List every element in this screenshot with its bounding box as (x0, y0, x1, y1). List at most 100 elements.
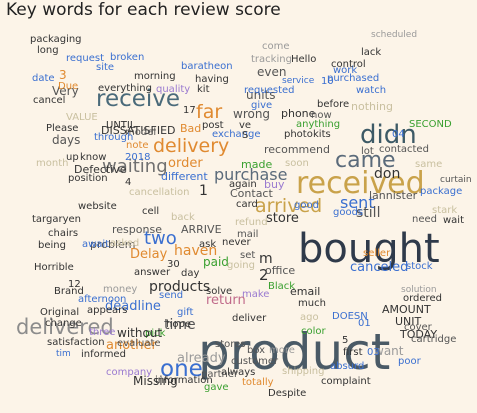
word-contact: Contact (230, 187, 273, 200)
word-lannister: lannister (369, 189, 418, 202)
word-again: again (229, 179, 257, 190)
word-units: units (246, 88, 276, 102)
word-delivered: delivered (16, 315, 114, 339)
word-another: another (106, 338, 157, 353)
word-03: 03 (367, 347, 380, 358)
word-kits: kits (313, 129, 331, 140)
word-make: make (242, 289, 269, 300)
word-deadline: deadline (105, 299, 161, 314)
word-2: 2 (259, 266, 269, 284)
word-send: send (159, 290, 183, 301)
word-brand: Brand (54, 286, 84, 297)
word-post: post (202, 120, 224, 131)
word-deliver: deliver (232, 313, 267, 324)
word-don: don (374, 166, 400, 182)
word-horrible: Horrible (34, 262, 74, 273)
word-defective: Defective (74, 163, 127, 176)
word-s: S (242, 130, 248, 141)
word-buy: buy (264, 178, 285, 191)
word-watch: watch (356, 85, 386, 96)
word-need: need (412, 214, 437, 225)
word-answer: answer (134, 267, 171, 278)
word-chairs: chairs (48, 228, 78, 239)
word-broken: broken (110, 52, 144, 63)
word-package: package (420, 186, 462, 197)
word-goods: goods (333, 207, 363, 218)
word-asked: asked (110, 238, 139, 249)
word-17: 17 (183, 105, 196, 116)
word-complaint: complaint (321, 376, 371, 387)
word-wait: wait (443, 215, 464, 226)
word-return: return (206, 293, 246, 308)
word-bought: bought (298, 226, 440, 272)
word-more: more (269, 345, 295, 356)
word-paid: paid (203, 255, 229, 269)
word-absurd: absurd (330, 361, 364, 372)
word-long: long (37, 45, 59, 56)
word-dissatisfied: DISSATISFIED (101, 124, 176, 137)
word-day: day (181, 268, 199, 279)
word-amount: AMOUNT (382, 303, 431, 316)
word-request: request (66, 53, 104, 64)
word-tim: tim (56, 349, 71, 359)
word-ve: ve (239, 120, 251, 131)
word-missing: Missing (133, 374, 178, 388)
word-stark: stark (432, 205, 457, 216)
word-m: m (259, 251, 273, 267)
word-very: Very (52, 84, 79, 98)
word-arrive: ARRIVE (181, 223, 222, 236)
word-customer: customer (231, 356, 279, 367)
word-much: much (298, 298, 326, 309)
word-evaluate: evaluate (117, 338, 161, 349)
word-doesn: DOESN (332, 311, 368, 322)
word-cell: cell (142, 206, 159, 217)
word-delay: Delay (130, 247, 168, 262)
word-solve: solve (206, 286, 232, 297)
word-refund: refund (235, 217, 268, 228)
word-requested: requested (244, 85, 295, 96)
word-due: Due (58, 81, 78, 92)
word-poor: poor (398, 356, 422, 367)
word-baratheon: baratheon (181, 61, 233, 72)
word-already: already (177, 351, 226, 366)
word-value: VALUE (66, 112, 98, 123)
word-before: before (317, 99, 349, 110)
word-company: company (106, 367, 152, 378)
word-partner: partner (201, 369, 239, 380)
word-stock: stock (406, 261, 433, 272)
word-store: store (266, 211, 299, 226)
word-far: far (196, 101, 222, 123)
word-despite: Despite (268, 388, 306, 399)
word-come: come (262, 41, 290, 52)
word-email: email (290, 285, 320, 298)
word-money: money (103, 284, 137, 295)
word-morning: morning (134, 71, 176, 82)
word-recommend: recommend (264, 143, 330, 156)
word-three: three (89, 327, 115, 338)
word-going: going (227, 260, 255, 271)
word-totally: totally (242, 377, 274, 388)
word-photo: photo (284, 129, 313, 140)
word-receive: receive (96, 86, 180, 112)
word-information: information (155, 375, 213, 386)
word-informed: informed (81, 349, 126, 360)
word-12: 12 (68, 279, 81, 290)
word-cover: cover (404, 322, 433, 333)
word-didn: didn (360, 120, 417, 150)
word-until: UNTIL (106, 120, 136, 131)
word-everything: everything (98, 83, 152, 94)
word-anything: anything (296, 119, 340, 130)
word-received: received (296, 166, 425, 201)
word-ask: ask (199, 239, 216, 250)
word-sent: sent (340, 193, 375, 212)
word-ordered: ordered (403, 293, 442, 304)
word-delivery: delivery (153, 135, 229, 157)
word-being: being (38, 240, 66, 251)
word-through: through (94, 132, 133, 143)
word-contacted: contacted (379, 144, 429, 155)
word-04: 04 (392, 129, 405, 140)
word-quality: quality (156, 84, 190, 95)
word-unit: UNIT (395, 315, 422, 328)
word-want: want (374, 344, 404, 358)
